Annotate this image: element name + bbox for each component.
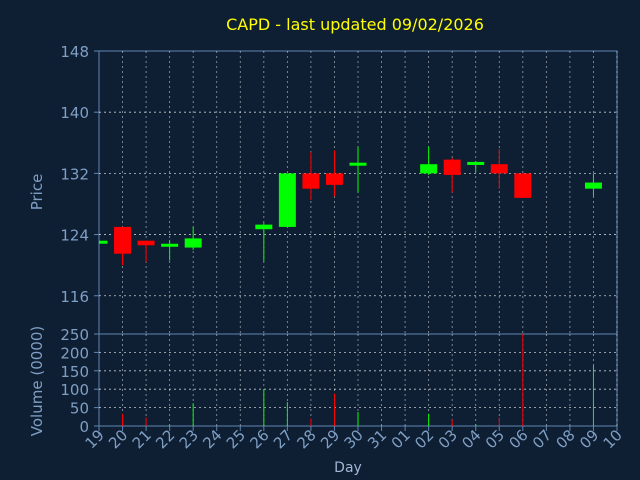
candle (514, 173, 532, 198)
candle (490, 148, 508, 189)
volume-tick-label: 50 (70, 400, 89, 418)
volume-tick-label: 250 (60, 326, 89, 344)
candle-body (325, 173, 343, 185)
candle (467, 161, 485, 172)
chart-title: CAPD - last updated 09/02/2026 (226, 15, 484, 34)
candle (349, 146, 367, 193)
candle (184, 226, 202, 250)
candle-body (349, 162, 367, 166)
candle-body (420, 164, 438, 174)
candle-body (467, 161, 485, 165)
candle (278, 173, 296, 227)
candle (137, 240, 155, 263)
price-tick-label: 124 (60, 227, 89, 245)
price-tick-label: 148 (60, 43, 89, 61)
candle-body (514, 173, 532, 198)
candle (443, 158, 461, 193)
candle (114, 226, 132, 266)
candle-body (443, 159, 461, 175)
price-tick-label: 140 (60, 104, 89, 122)
candle (161, 239, 179, 261)
candle-body (114, 226, 132, 254)
candle (255, 223, 273, 262)
candle (325, 150, 343, 197)
price-axis-label: Price (28, 174, 46, 211)
candle (302, 151, 320, 201)
volume-tick-label: 100 (60, 381, 89, 399)
x-axis-label: Day (334, 460, 362, 476)
candle-body (137, 240, 155, 246)
candle-body (490, 164, 508, 174)
candle-body (99, 240, 108, 244)
candle (584, 173, 602, 197)
candle-body (184, 238, 202, 248)
volume-tick-label: 150 (60, 363, 89, 381)
candle-body (161, 243, 179, 247)
price-tick-label: 132 (60, 165, 89, 183)
candle-body (255, 224, 273, 230)
x-axis: 1920212223242526272829303101020304050607… (82, 426, 626, 452)
volume-axis-label: Volume (0000) (28, 326, 46, 436)
volume-tick-label: 0 (79, 418, 89, 436)
candle (420, 146, 438, 175)
candle-body (302, 173, 320, 189)
candle-body (278, 173, 296, 227)
candle (99, 240, 108, 244)
price-tick-label: 116 (60, 288, 89, 306)
price-panel: 116 124 132 140 148 (60, 43, 618, 335)
volume-tick-label: 200 (60, 344, 89, 362)
candle-body (584, 182, 602, 189)
